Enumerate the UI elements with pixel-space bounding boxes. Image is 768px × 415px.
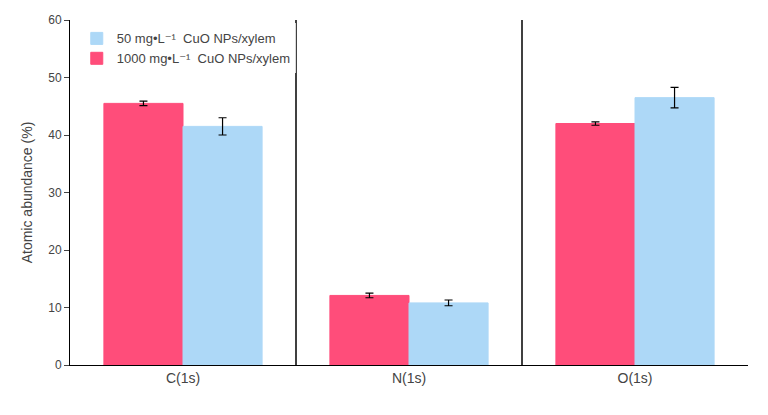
- svg-text:0: 0: [55, 358, 62, 372]
- svg-text:50 mg•L⁻¹ CuO NPs/xylem: 50 mg•L⁻¹ CuO NPs/xylem: [117, 31, 276, 46]
- svg-text:40: 40: [48, 128, 62, 142]
- svg-text:N(1s): N(1s): [392, 370, 426, 386]
- svg-text:60: 60: [48, 13, 62, 27]
- svg-text:50: 50: [48, 71, 62, 85]
- svg-text:C(1s): C(1s): [166, 370, 200, 386]
- svg-text:10: 10: [48, 301, 62, 315]
- svg-text:O(1s): O(1s): [618, 370, 653, 386]
- svg-text:1000 mg•L⁻¹ CuO NPs/xylem: 1000 mg•L⁻¹ CuO NPs/xylem: [117, 51, 290, 66]
- svg-text:30: 30: [48, 186, 62, 200]
- svg-text:Atomic abundance (%): Atomic abundance (%): [19, 122, 35, 264]
- svg-text:20: 20: [48, 243, 62, 257]
